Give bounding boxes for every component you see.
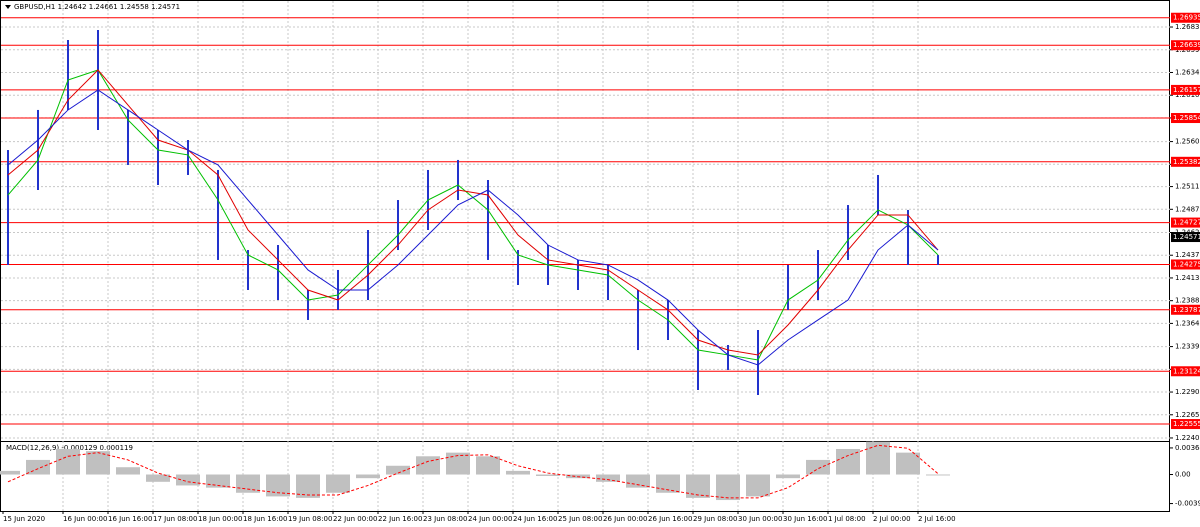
y-tick-label: 1.23640 [1175,319,1200,327]
macd-bar [356,474,380,479]
level-label-bg [1171,40,1200,51]
x-tick-label: 22 Jun 00:00 [333,515,377,523]
x-tick-label: 16 Jun 00:00 [63,515,107,523]
macd-bar [866,441,890,475]
y-tick-label: 1.26100 [1175,91,1200,99]
macd-title: MACD(12,26,9) -0.000129 0.000119 [6,444,133,452]
level-label-bg [1171,217,1200,228]
level-label: 1.26639 [1173,41,1200,49]
y-tick-label: 1.24375 [1175,251,1200,259]
level-label: 1.23787 [1173,306,1200,314]
macd-signal [7,444,939,499]
macd-bar [776,474,800,479]
macd-bar [416,456,440,475]
macd-bar [266,474,290,497]
level-label: 1.26935 [1173,14,1200,22]
macd-bar [86,451,110,475]
x-tick-label: 24 Jun 16:00 [513,515,557,523]
macd-bar [56,448,80,475]
x-tick-label: 2 Jul 00:00 [873,515,911,523]
macd-bar [926,474,950,476]
x-tick-label: 30 Jun 00:00 [738,515,782,523]
level-label-bg [1171,156,1200,167]
level-label: 1.24275 [1173,260,1200,268]
macd-bar [896,452,920,475]
x-tick-label: 24 Jun 00:00 [468,515,512,523]
x-tick-label: 22 Jun 16:00 [378,515,422,523]
macd-bar [446,452,470,475]
y-tick-label: 1.26345 [1175,68,1200,76]
macd-bar [206,474,230,488]
x-tick-label: 30 Jun 16:00 [783,515,827,523]
x-tick-label: 2 Jul 16:00 [918,515,956,523]
macd-y-tick-label: -0.00398 [1175,500,1200,508]
x-tick-label: 26 Jun 16:00 [648,515,692,523]
macd-bar [806,459,830,475]
level-label-bg [1171,259,1200,270]
level-label-bg [1171,304,1200,315]
level-label: 1.22555 [1173,420,1200,428]
last-price-label: 1.24571 [1173,233,1200,241]
level-label-bg [1171,366,1200,377]
level-label: 1.25854 [1173,114,1200,122]
macd-bar [326,474,350,493]
macd-bar [746,474,770,497]
y-tick-label: 1.23390 [1175,343,1200,351]
macd-bar [536,474,560,476]
x-tick-label: 26 Jun 00:00 [603,515,647,523]
macd-bar [146,474,170,482]
y-tick-label: 1.22655 [1175,411,1200,419]
y-tick-label: 1.24130 [1175,274,1200,282]
level-label: 1.26157 [1173,86,1200,94]
y-tick-label: 1.23885 [1175,297,1200,305]
macd-bar [596,474,620,482]
macd-bar [26,459,50,475]
y-tick-label: 1.24870 [1175,205,1200,213]
x-tick-label: 29 Jun 08:00 [693,515,737,523]
x-tick-label: 19 Jun 08:00 [288,515,332,523]
y-tick-label: 1.22405 [1175,434,1200,442]
macd-bar [0,470,20,475]
y-tick-label: 1.26835 [1175,23,1200,31]
macd-bar [386,465,410,475]
y-tick-label: 1.25600 [1175,138,1200,146]
macd-bar [296,474,320,498]
level-label-bg [1171,113,1200,124]
y-tick-label: 1.25115 [1175,183,1200,191]
x-tick-label: 18 Jun 00:00 [198,515,242,523]
macd-bar [476,456,500,475]
moving-average [7,89,939,366]
macd-bar [626,474,650,488]
y-tick-label: 1.22900 [1175,388,1200,396]
moving-average [7,69,939,356]
macd-bar [656,474,680,493]
x-tick-label: 18 Jun 16:00 [243,515,287,523]
level-label: 1.23124 [1173,367,1200,375]
x-tick-label: 1 Jul 08:00 [828,515,866,523]
x-tick-label: 25 Jun 08:00 [558,515,602,523]
menu-icon[interactable] [5,5,11,9]
macd-y-tick-label: 0.003644 [1175,444,1200,452]
macd-bar [716,474,740,501]
level-label-bg [1171,84,1200,95]
macd-bar [506,470,530,475]
macd-bar [236,474,260,493]
x-tick-label: 15 Jun 2020 [3,515,45,523]
chart-title: GBPUSD,H1 1.24642 1.24661 1.24558 1.2457… [14,3,180,11]
level-label: 1.25382 [1173,158,1200,166]
macd-y-tick-label: 0.00 [1175,471,1191,479]
plot-frame [0,0,1170,512]
x-tick-label: 16 Jun 16:00 [108,515,152,523]
x-tick-label: 17 Jun 08:00 [153,515,197,523]
x-tick-label: 23 Jun 08:00 [423,515,467,523]
last-price-bg [1171,232,1200,243]
level-label: 1.24727 [1173,219,1200,227]
level-label-bg [1171,419,1200,430]
macd-bar [176,474,200,486]
macd-bar [686,474,710,498]
macd-bar [116,467,140,475]
level-label-bg [1171,12,1200,23]
